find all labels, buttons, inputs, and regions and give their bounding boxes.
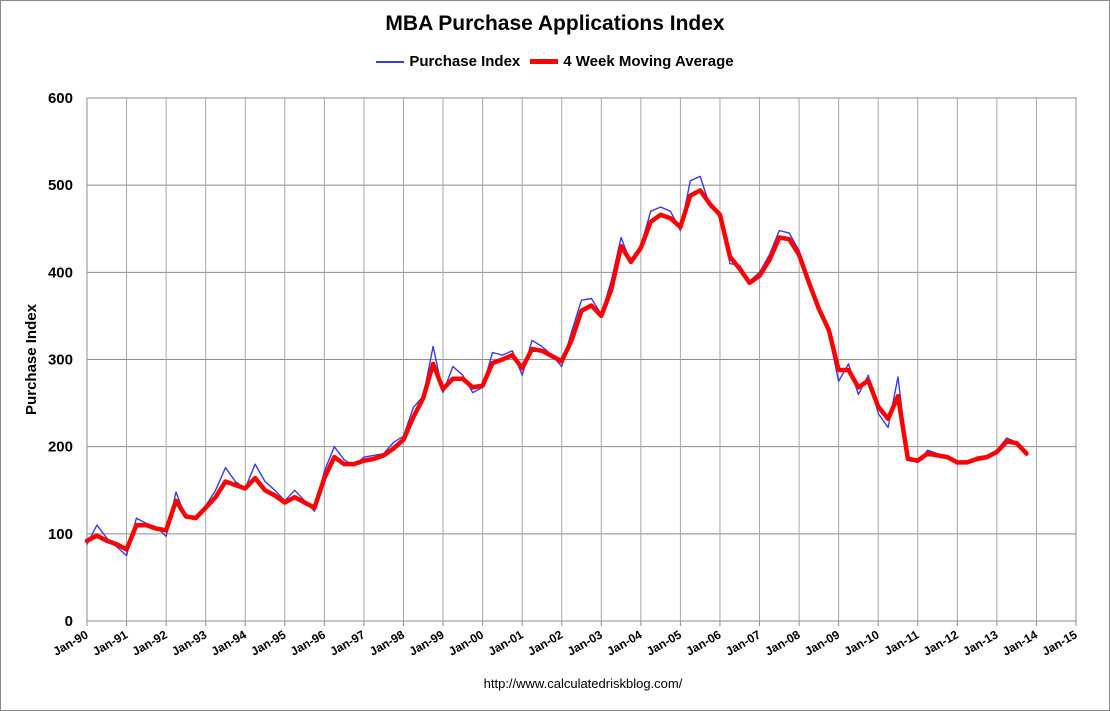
y-tick-label: 500 [48, 177, 73, 194]
chart-title: MBA Purchase Applications Index [385, 12, 725, 35]
x-tick-label: Jan-96 [288, 627, 328, 658]
x-tick-label: Jan-06 [684, 627, 724, 658]
x-tick-label: Jan-93 [169, 627, 209, 658]
y-tick-label: 200 [48, 439, 73, 456]
y-axis-title: Purchase Index [23, 303, 40, 415]
legend-item-purchase-index: Purchase Index [376, 53, 520, 70]
x-tick-label: Jan-09 [802, 627, 842, 658]
legend-swatch-moving-average [530, 59, 559, 64]
legend-swatch-purchase-index [376, 60, 405, 63]
x-tick-label: Jan-07 [723, 627, 763, 658]
x-tick-label: Jan-01 [486, 627, 526, 658]
chart-legend: Purchase Index 4 Week Moving Average [0, 53, 1110, 70]
y-tick-label: 0 [65, 613, 73, 630]
y-tick-label: 300 [48, 352, 73, 369]
x-tick-label: Jan-98 [367, 627, 407, 658]
x-tick-label: Jan-11 [882, 627, 922, 658]
x-tick-label: Jan-14 [1000, 627, 1040, 658]
x-tick-label: Jan-04 [604, 627, 644, 658]
series-line-moving-average [84, 188, 1029, 552]
legend-item-moving-average: 4 Week Moving Average [530, 53, 734, 70]
x-tick-label: Jan-97 [327, 627, 367, 658]
x-tick-label: Jan-13 [960, 627, 1000, 658]
x-tick-label: Jan-90 [51, 627, 91, 658]
x-tick-label: Jan-99 [407, 627, 447, 658]
x-tick-label: Jan-91 [90, 627, 130, 658]
x-tick-label: Jan-15 [1040, 627, 1080, 658]
x-tick-label: Jan-94 [209, 627, 249, 658]
x-tick-label: Jan-08 [763, 627, 803, 658]
y-tick-label: 600 [48, 90, 73, 107]
x-tick-label: Jan-10 [842, 627, 882, 658]
x-tick-label: Jan-92 [130, 627, 170, 658]
legend-label-purchase-index: Purchase Index [409, 53, 521, 70]
legend-label-moving-average: 4 Week Moving Average [563, 53, 734, 70]
x-tick-label: Jan-12 [921, 627, 961, 658]
y-tick-label: 400 [48, 264, 73, 281]
source-credit: http://www.calculatedriskblog.com/ [483, 676, 683, 691]
x-tick-label: Jan-95 [248, 627, 288, 658]
x-tick-label: Jan-00 [446, 627, 486, 658]
y-tick-label: 100 [48, 526, 73, 543]
x-tick-label: Jan-05 [644, 627, 684, 658]
x-tick-label: Jan-03 [565, 627, 605, 658]
x-tick-label: Jan-02 [525, 627, 565, 658]
